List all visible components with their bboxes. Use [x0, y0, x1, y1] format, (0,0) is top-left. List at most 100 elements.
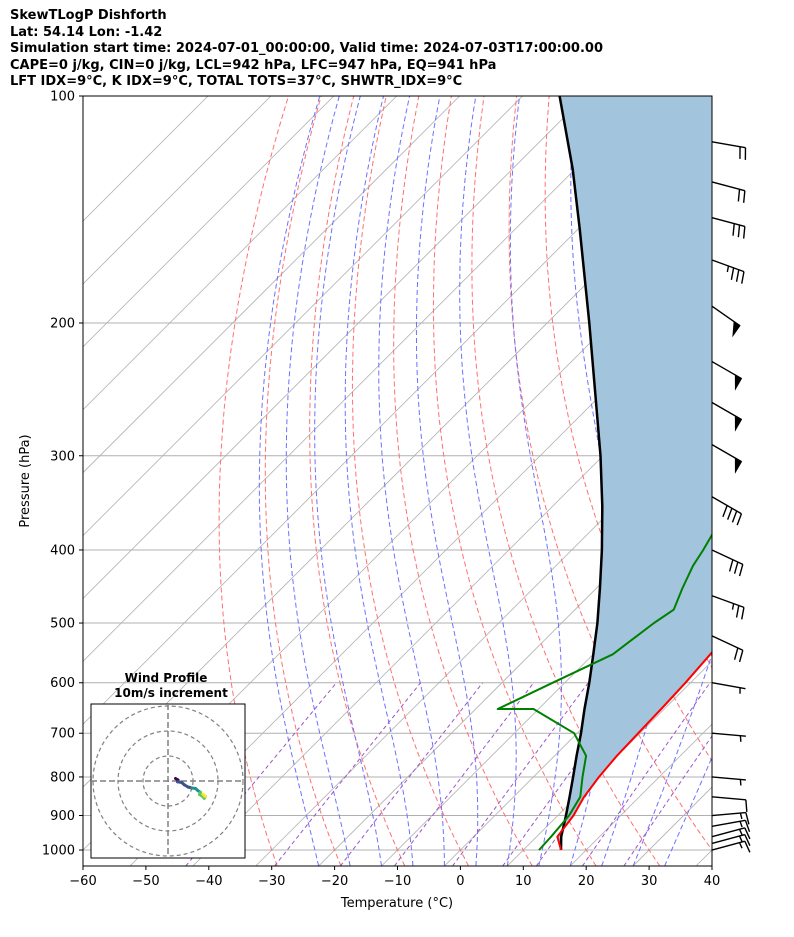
indices-line-1: CAPE=0 j/kg, CIN=0 j/kg, LCL=942 hPa, LF… — [10, 57, 497, 73]
barb-half — [726, 265, 730, 273]
barb-shaft — [711, 635, 744, 651]
y-tick-label: 900 — [50, 809, 75, 824]
isotherm-gridline — [759, 96, 794, 866]
barb-full — [744, 820, 751, 833]
moist-adiabat — [378, 96, 445, 866]
cape-shaded-area — [557, 96, 712, 850]
moist-adiabat — [344, 96, 414, 866]
wind-profile-inset: Wind Profile 10m/s increment — [90, 671, 246, 859]
y-tick-label: 100 — [50, 90, 75, 105]
barb-shaft — [711, 141, 746, 149]
x-tick-label: −30 — [258, 874, 285, 889]
wind-barb — [711, 549, 744, 577]
barb-full — [741, 607, 745, 620]
wind-barb — [711, 776, 746, 786]
wind-barb — [711, 305, 741, 338]
barb-full — [735, 269, 740, 282]
wind-barb — [711, 811, 750, 825]
moist-adiabat — [314, 96, 382, 866]
barb-shaft — [711, 827, 746, 838]
barb-flag — [734, 457, 743, 474]
inset-title: Wind Profile — [125, 671, 208, 685]
moist-adiabat — [509, 96, 562, 866]
wind-barb — [711, 141, 747, 160]
dry-adiabat — [471, 96, 661, 866]
y-tick-label: 1000 — [42, 844, 75, 859]
barb-shaft — [711, 682, 746, 690]
y-tick-label: 500 — [50, 617, 75, 632]
dry-adiabat — [309, 96, 406, 866]
inset-subtitle: 10m/s increment — [114, 686, 228, 700]
temperature-line — [556, 650, 712, 851]
barb-full — [726, 508, 733, 520]
x-tick-label: −20 — [321, 874, 348, 889]
mixing-ratio-line — [623, 735, 712, 866]
isotherm-gridline — [83, 96, 398, 411]
barb-full — [731, 510, 738, 523]
barb-flag — [732, 320, 741, 338]
barb-full — [742, 226, 746, 239]
moist-adiabat — [632, 652, 712, 866]
mixing-ratio-line — [452, 682, 589, 866]
dewpoint-line — [496, 532, 712, 851]
isotherm-gridline — [318, 472, 712, 866]
wind-barb — [711, 216, 746, 239]
x-tick-label: 20 — [578, 874, 595, 889]
dry-adiabat — [508, 96, 712, 851]
moist-adiabat — [258, 96, 321, 866]
barb-full — [735, 605, 740, 618]
wind-barb — [711, 444, 743, 474]
barb-half — [738, 842, 743, 849]
barb-full — [745, 799, 748, 812]
mixing-ratio-line — [393, 682, 535, 866]
barb-half — [739, 812, 743, 820]
title-station: SkewTLogP Dishforth — [10, 8, 167, 23]
x-tick-label: 10 — [515, 874, 532, 889]
wind-barb — [711, 819, 751, 833]
barb-shaft — [711, 819, 746, 827]
wind-barb — [711, 827, 751, 840]
mixing-ratio-line — [339, 682, 484, 866]
barb-full — [737, 224, 741, 238]
barb-shaft — [711, 811, 746, 817]
isotherm-gridline — [83, 96, 272, 285]
barb-full — [738, 650, 744, 663]
moist-adiabat — [459, 96, 517, 866]
y-axis-label: Pressure (hPa) — [18, 434, 33, 527]
parcel-line — [558, 96, 604, 851]
wind-barb — [711, 682, 746, 694]
barb-half — [738, 828, 743, 836]
isotherm-gridline — [83, 96, 335, 348]
wind-barb — [711, 181, 746, 203]
isotherm-gridline — [129, 283, 712, 866]
dry-adiabat — [351, 96, 469, 866]
barb-full — [741, 271, 745, 284]
barb-shaft — [711, 181, 746, 192]
y-tick-label: 400 — [50, 543, 75, 558]
moist-adiabat — [285, 96, 351, 866]
wind-barbs — [711, 141, 751, 853]
x-tick-label: −50 — [132, 874, 159, 889]
wind-barb — [711, 360, 743, 391]
barb-shaft — [711, 496, 742, 515]
barb-full — [730, 267, 735, 280]
y-tick-label: 200 — [50, 316, 75, 331]
barb-shaft — [711, 833, 746, 845]
barb-shaft — [711, 549, 744, 565]
moist-adiabat — [415, 96, 479, 866]
barb-full — [728, 559, 734, 572]
moist-adiabat — [601, 96, 683, 866]
wind-barb — [711, 833, 751, 846]
isotherm-gridline — [444, 597, 712, 866]
wind-barb — [711, 496, 743, 526]
barb-shaft — [711, 595, 745, 609]
barb-shaft — [711, 732, 746, 737]
wind-barb — [711, 635, 744, 663]
wind-barb — [711, 595, 745, 620]
barb-full — [732, 223, 735, 236]
wind-barb — [711, 401, 743, 432]
y-tick-label: 600 — [50, 676, 75, 691]
wind-barb — [711, 840, 751, 853]
dry-adiabat — [777, 96, 794, 866]
barb-full — [744, 827, 751, 840]
